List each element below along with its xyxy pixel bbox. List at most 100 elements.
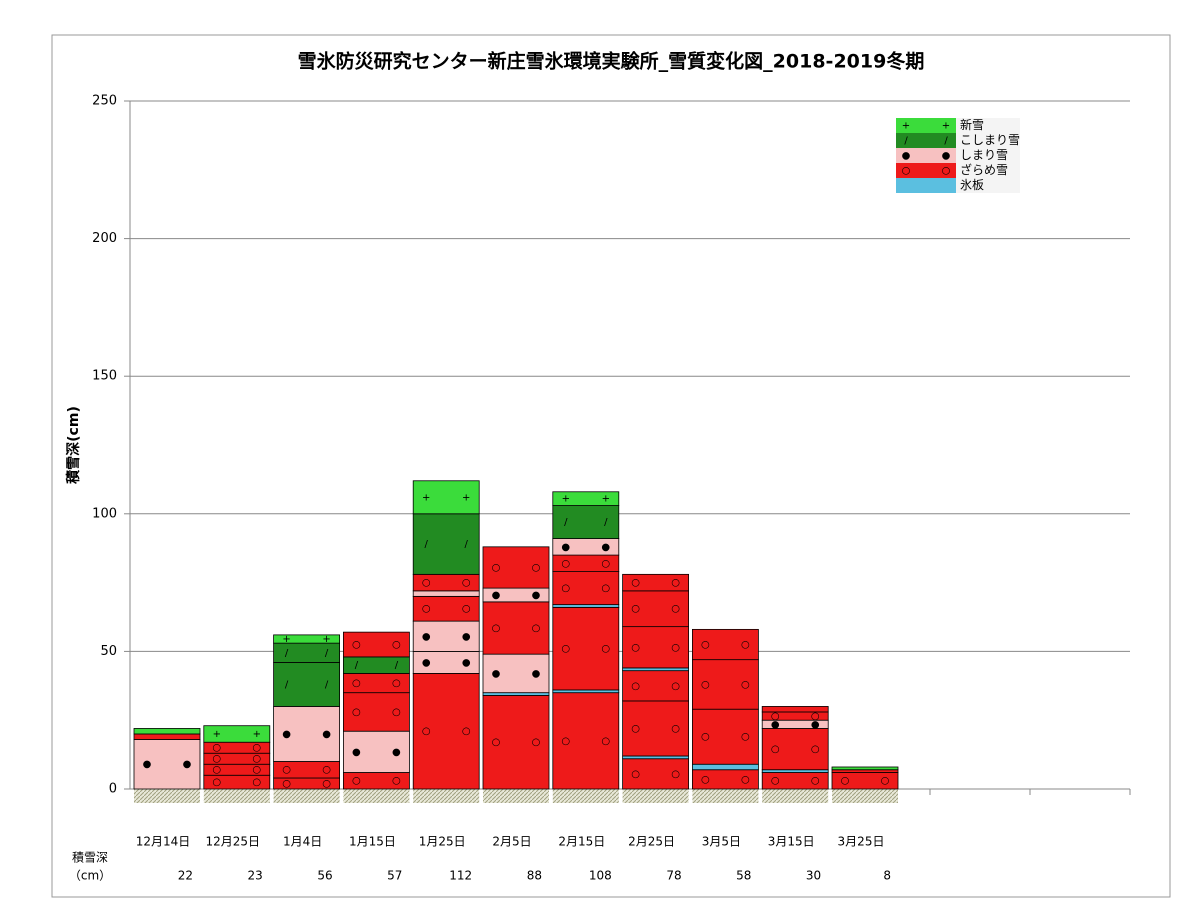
layer-symbol: ○ [811, 711, 820, 722]
layer-symbol: ● [183, 759, 192, 770]
legend-symbol: ○ [942, 166, 951, 177]
layer-symbol: ● [422, 657, 431, 668]
layer-symbol: ● [282, 729, 291, 740]
snow-layer [831, 769, 899, 773]
snow-layer [552, 571, 620, 606]
layer-symbol: / [325, 679, 329, 690]
layer-symbol: ○ [741, 732, 750, 743]
x-tick-label: 1月15日 [349, 835, 396, 849]
legend-symbol: ○ [902, 166, 911, 177]
ground [343, 789, 410, 803]
legend-label: 新雪 [960, 117, 984, 132]
layer-symbol: ● [771, 719, 780, 730]
layer-symbol: ● [532, 590, 541, 601]
layer-symbol: ○ [671, 604, 680, 615]
layer-symbol: ○ [631, 578, 640, 589]
layer-symbol: ○ [462, 604, 471, 615]
depth-row-label: 積雪深 [72, 850, 108, 865]
depth-value: 8 [883, 869, 891, 883]
snow-layer [342, 692, 410, 732]
snow-layer [273, 642, 341, 663]
layer-symbol: ○ [771, 776, 780, 787]
layer-symbol: / [285, 679, 289, 690]
layer-symbol: ○ [631, 681, 640, 692]
y-tick-label: 50 [100, 644, 117, 659]
depth-value: 22 [178, 869, 193, 883]
snow-layer [622, 758, 689, 790]
layer-symbol: ○ [212, 754, 221, 765]
layer-symbol: + [322, 634, 330, 645]
snow-layer [203, 725, 271, 743]
layer-symbol: ● [811, 719, 820, 730]
depth-row-unit: （cm） [69, 869, 111, 883]
ground [552, 789, 619, 803]
layer-symbol: ○ [601, 736, 610, 747]
layer-symbol: ○ [282, 765, 291, 776]
layer-symbol: ○ [601, 583, 610, 594]
layer-symbol: ○ [701, 774, 710, 785]
snow-layer [552, 604, 620, 608]
depth-value: 58 [736, 869, 751, 883]
y-tick-label: 100 [92, 506, 117, 521]
legend-label: しまり雪 [960, 148, 1008, 162]
snow-layer [412, 620, 480, 652]
layer-symbol: ○ [671, 642, 680, 653]
depth-value: 23 [248, 869, 263, 883]
layer-symbol: ○ [701, 679, 710, 690]
layer-symbol: ○ [811, 744, 820, 755]
legend-swatch [896, 148, 956, 163]
depth-value: 30 [806, 869, 821, 883]
snow-layer [412, 480, 480, 515]
layer-symbol: ○ [532, 737, 541, 748]
layer-symbol: ○ [352, 776, 361, 787]
snow-layer [482, 692, 550, 696]
depth-value: 57 [387, 869, 402, 883]
layer-symbol: ● [143, 759, 152, 770]
ground [203, 789, 270, 803]
snow-layer [622, 670, 689, 702]
legend-symbol: + [942, 121, 950, 132]
layer-symbol: ○ [671, 681, 680, 692]
layer-symbol: ○ [741, 774, 750, 785]
layer-symbol: + [462, 492, 470, 503]
x-tick-label: 2月25日 [628, 835, 675, 849]
legend-swatch [896, 118, 956, 133]
snow-layer [552, 692, 620, 790]
snow-layer [761, 728, 829, 771]
snow-layer [482, 653, 550, 694]
snow-layer [622, 700, 689, 757]
layer-symbol: ● [561, 542, 570, 553]
legend-swatch [896, 178, 956, 193]
snow-layer [622, 626, 689, 669]
layer-symbol: ○ [212, 777, 221, 788]
chart-title: 雪氷防災研究センター新庄雪氷環境実験所_雪質変化図_2018-2019冬期 [298, 50, 925, 73]
layer-symbol: ○ [492, 737, 501, 748]
layer-symbol: ○ [561, 558, 570, 569]
x-tick-label: 12月25日 [206, 835, 261, 849]
layer-symbol: ○ [352, 640, 361, 651]
layer-symbol: ○ [601, 558, 610, 569]
snow-layer [342, 656, 410, 674]
layer-symbol: ○ [671, 769, 680, 780]
layer-symbol: ○ [532, 623, 541, 634]
layer-symbol: / [285, 648, 289, 659]
snow-layer [273, 662, 341, 707]
layer-symbol: + [282, 634, 290, 645]
snow-layer [482, 601, 550, 655]
layer-symbol: ○ [741, 679, 750, 690]
layer-symbol: ○ [212, 743, 221, 754]
layer-symbol: ○ [462, 578, 471, 589]
x-tick-label: 3月25日 [838, 835, 885, 849]
y-tick-label: 250 [92, 94, 117, 109]
snow-layer [692, 659, 759, 710]
x-tick-label: 2月5日 [492, 835, 531, 849]
layer-symbol: ○ [212, 765, 221, 776]
layer-symbol: ○ [561, 644, 570, 655]
layer-symbol: ○ [631, 723, 640, 734]
layer-symbol: / [395, 660, 399, 671]
legend-label: 氷板 [960, 178, 984, 192]
layer-symbol: / [425, 539, 429, 550]
snow-layer [482, 695, 550, 790]
layer-symbol: ○ [701, 732, 710, 743]
